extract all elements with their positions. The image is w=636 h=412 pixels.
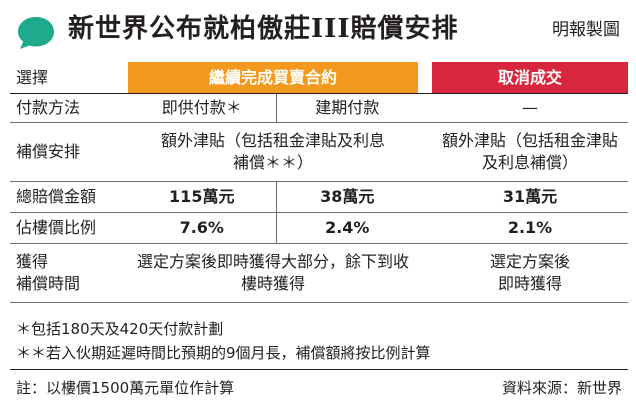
- total-cancel: 31萬元: [432, 181, 629, 213]
- table-row: 佔樓價比例 7.6% 2.4% 2.1%: [10, 212, 629, 244]
- option-cancel-header: 取消成交: [432, 62, 629, 94]
- row-label-timing-line2: 補償時間: [16, 274, 81, 293]
- row-label-total: 總賠償金額: [10, 181, 128, 213]
- divider: [10, 369, 628, 370]
- ratio-cancel: 2.1%: [432, 212, 629, 244]
- total-construction: 38萬元: [275, 181, 419, 213]
- row-label-timing-line1: 獲得: [16, 252, 49, 271]
- row-label-payment: 付款方法: [10, 93, 128, 123]
- header: 新世界公布就柏傲莊III賠償安排 明報製圖: [0, 0, 636, 60]
- payment-construction: 建期付款: [275, 93, 419, 123]
- compensation-continue: 額外津貼（包括租金津貼及利息補償＊＊）: [161, 131, 386, 172]
- speech-bubble-icon: [18, 17, 54, 49]
- table-row: 總賠償金額 115萬元 38萬元 31萬元: [10, 181, 629, 213]
- payment-cancel: —: [432, 93, 629, 123]
- ratio-construction: 2.4%: [275, 212, 419, 244]
- page-title: 新世界公布就柏傲莊III賠償安排: [68, 14, 459, 44]
- timing-cancel-line2: 即時獲得: [498, 274, 563, 293]
- option-continue-header: 繼續完成買賣合約: [128, 62, 419, 94]
- source-label: 資料來源：新世界: [501, 379, 622, 397]
- payment-immediate: 即供付款＊: [128, 93, 276, 123]
- footer-note: 註：以樓價1500萬元單位作計算: [16, 379, 235, 397]
- compensation-table: 選擇 繼續完成買賣合約 取消成交 付款方法 即供付款＊ 建期付款 — 補償安排 …: [10, 62, 629, 303]
- table-row: 付款方法 即供付款＊ 建期付款 —: [10, 93, 629, 123]
- total-immediate: 115萬元: [128, 181, 276, 213]
- timing-cancel-line1: 選定方案後: [490, 252, 571, 271]
- footnote-2: ＊＊若入伙期延遲時間比預期的9個月長，補償額將按比例計算: [16, 344, 431, 362]
- row-label-choice: 選擇: [10, 62, 128, 94]
- credit-label: 明報製圖: [552, 20, 620, 40]
- footnote-1: ＊包括180天及420天付款計劃: [16, 320, 224, 338]
- table-row: 獲得 補償時間 選定方案後即時獲得大部分，餘下到收樓時獲得 選定方案後 即時獲得: [10, 243, 629, 303]
- table-row: 補償安排 額外津貼（包括租金津貼及利息補償＊＊） 額外津貼（包括租金津貼及利息補…: [10, 122, 629, 182]
- timing-cancel: 選定方案後 即時獲得: [432, 243, 629, 303]
- row-label-ratio: 佔樓價比例: [10, 212, 128, 244]
- row-label-compensation: 補償安排: [10, 122, 128, 182]
- timing-continue: 選定方案後即時獲得大部分，餘下到收樓時獲得: [136, 252, 409, 293]
- table-header-row: 選擇 繼續完成買賣合約 取消成交: [10, 62, 629, 94]
- row-label-timing: 獲得 補償時間: [10, 243, 128, 303]
- compensation-cancel: 額外津貼（包括租金津貼及利息補償）: [442, 131, 619, 172]
- ratio-immediate: 7.6%: [128, 212, 276, 244]
